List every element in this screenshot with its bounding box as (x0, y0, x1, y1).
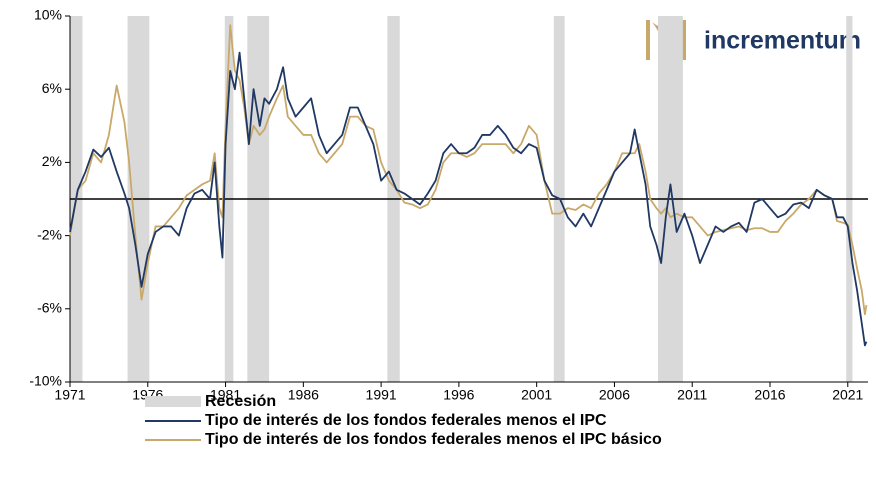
series-line (69, 51, 868, 347)
y-tick-label: 6% (42, 80, 62, 96)
y-tick-label: 2% (42, 153, 62, 169)
x-tick-label: 1996 (443, 387, 474, 403)
x-tick-label: 1971 (54, 387, 85, 403)
x-tick-label: 1991 (366, 387, 397, 403)
x-tick-label: 2021 (832, 387, 863, 403)
x-tick-label: 2016 (754, 387, 785, 403)
y-tick-label: 10% (34, 7, 62, 23)
x-tick-label: 1981 (210, 387, 241, 403)
x-tick-label: 2001 (521, 387, 552, 403)
x-tick-label: 1986 (288, 387, 319, 403)
legend-swatch (145, 396, 201, 407)
y-tick-label: -6% (37, 300, 62, 316)
legend-label: Tipo de interés de los fondos federales … (205, 431, 662, 448)
y-tick-label: -2% (37, 226, 62, 242)
legend-label: Recesión (205, 393, 276, 410)
legend-label: Tipo de interés de los fondos federales … (205, 412, 607, 429)
y-tick-label: -10% (29, 373, 62, 389)
series-line (69, 24, 868, 316)
x-tick-label: 2006 (599, 387, 630, 403)
logo-text: incrementum (704, 27, 861, 55)
x-tick-label: 2011 (677, 387, 707, 403)
